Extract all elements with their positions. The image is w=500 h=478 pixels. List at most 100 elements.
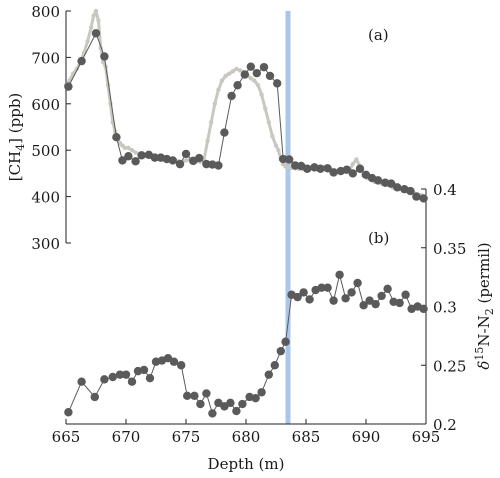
d15n-point	[335, 270, 344, 279]
ch4-gray-point	[227, 71, 232, 76]
ch4-point	[329, 168, 338, 177]
ch4-point	[412, 192, 421, 201]
d15n-axis-title-unit: (permil)	[475, 242, 493, 308]
ch4-point	[279, 154, 288, 164]
ch4-gray-point	[270, 134, 275, 139]
ch4-point	[150, 153, 159, 162]
ch4-gray-point	[252, 78, 257, 83]
d15n-point	[64, 408, 73, 417]
d15n-point	[347, 288, 356, 297]
d15n-point	[226, 398, 235, 408]
ch4-dark-series	[64, 29, 428, 203]
ch4-gray-point	[216, 87, 221, 93]
d15n-point	[115, 370, 125, 379]
ch4-gray-point	[96, 18, 101, 23]
ch4-point	[303, 164, 312, 173]
depth-axis-title: Depth (m)	[208, 455, 285, 473]
ch4-point	[100, 52, 109, 61]
ch4-gray-point	[205, 138, 210, 144]
d15n-point	[371, 299, 380, 309]
ch4-point	[316, 164, 325, 173]
d15n-point	[305, 295, 314, 304]
d15n-point	[196, 399, 205, 409]
d15n-point	[127, 377, 137, 386]
d15n-point	[329, 296, 338, 305]
ch4-point	[393, 183, 402, 192]
ch4-point	[175, 159, 185, 169]
ch4-point	[419, 194, 428, 203]
d15n-tick-label: 0.4	[433, 181, 457, 199]
ch4-gray-point	[350, 161, 355, 167]
ch4-point	[406, 186, 415, 196]
ch4-point	[220, 128, 229, 137]
ch4-axis-title: [CH4] (ppb)	[6, 93, 27, 182]
d15n-point	[177, 361, 186, 370]
ch4-point	[77, 56, 86, 66]
d15n-point	[139, 365, 149, 375]
d15n-axis-title: δ15N-N2 (permil)	[473, 242, 496, 369]
depth-tick-label: 680	[232, 428, 261, 446]
ch4-point	[273, 79, 282, 88]
ch4-axis-title-subscript: 4	[14, 144, 27, 151]
d15n-tick-label: 0.3	[433, 299, 457, 317]
ch4-point	[233, 81, 242, 90]
depth-tick-label: 690	[352, 428, 381, 446]
ch4-gray-point	[85, 38, 90, 44]
ch4-gray-point	[212, 101, 217, 107]
d15n-point	[323, 283, 332, 292]
ch4-point	[265, 71, 275, 81]
depth-tick-label: 695	[412, 428, 441, 446]
ch4-gray-point	[354, 157, 359, 162]
d15n-line	[67, 274, 424, 415]
d15n-point	[341, 294, 350, 303]
depth-tick-label: 685	[292, 428, 321, 446]
ch4-gray-point	[263, 106, 268, 111]
ch4-point	[64, 82, 73, 91]
ch4-tick-label: 400	[31, 189, 60, 207]
ch4-gray-point	[122, 145, 128, 151]
ch4-gray-point	[126, 145, 131, 151]
ch4-tick-label: 500	[31, 142, 60, 160]
depth-highlight-band	[285, 11, 291, 424]
ch4-gray-point	[248, 76, 253, 81]
ch4-gray-point	[285, 165, 291, 170]
depth-tick-label: 665	[52, 428, 81, 446]
d15n-point	[208, 409, 217, 418]
d15n-point	[383, 284, 392, 294]
ch4-gray-point	[101, 59, 106, 65]
d15n-point	[419, 304, 428, 314]
ch4-gray-point	[276, 148, 281, 153]
d15n-point	[190, 391, 199, 400]
ch4-point	[355, 164, 365, 173]
ch4-point	[348, 169, 357, 178]
ch4-point	[168, 156, 177, 165]
d15n-point	[270, 361, 279, 370]
d15n-point	[108, 372, 118, 382]
ch4-point	[214, 161, 223, 170]
d15n-point	[401, 290, 410, 299]
ch4-point	[285, 155, 294, 164]
d15n-axis-title-superscript: 15	[473, 347, 486, 361]
ch4-point	[91, 29, 101, 38]
ch4-point	[195, 153, 204, 163]
ch4-gray-point	[89, 25, 94, 30]
d15n-point	[276, 346, 285, 356]
ch4-gray-point	[183, 158, 189, 163]
d15n-axis-title-mid: N-N	[475, 315, 493, 346]
d15n-tick-label: 0.35	[433, 240, 466, 258]
ch4-point	[252, 68, 261, 78]
ch4-gray-point	[237, 68, 243, 73]
d15n-point	[90, 392, 100, 402]
d15n-point	[251, 393, 260, 403]
ch4-axis-title-unit: ] (ppb)	[6, 93, 24, 144]
ch4-point	[118, 156, 127, 165]
ch4-gray-point	[259, 92, 264, 97]
d15n-point	[238, 399, 247, 409]
ch4-gray-point	[266, 120, 271, 125]
ch4-point	[291, 161, 300, 170]
ch4-gray-point	[255, 83, 261, 88]
ch4-point	[373, 176, 383, 185]
ch4-gray-point	[93, 8, 99, 14]
d15n-point	[395, 298, 404, 308]
d15n-tick-label: 0.25	[433, 357, 466, 375]
